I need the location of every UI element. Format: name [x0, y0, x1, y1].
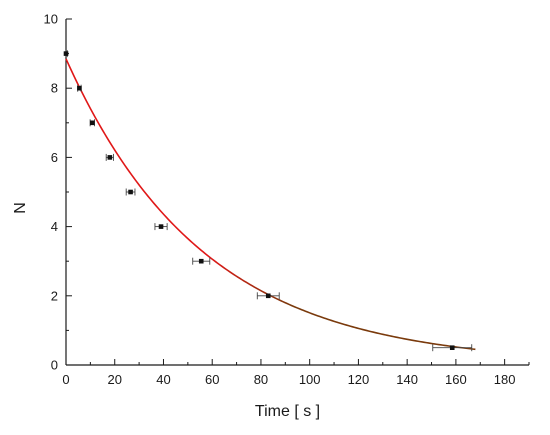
- data-point: [256, 292, 280, 300]
- data-point: [154, 223, 168, 231]
- point-marker: [198, 258, 204, 264]
- y-tick-label: 8: [51, 81, 58, 96]
- point-marker: [107, 155, 113, 160]
- x-axis-title: Time [ s ]: [255, 403, 320, 420]
- x-tick-label: 60: [205, 372, 219, 387]
- point-marker: [449, 345, 455, 350]
- x-tick-label: 120: [348, 372, 370, 387]
- data-point: [432, 344, 473, 352]
- x-tick-label: 160: [445, 372, 467, 387]
- x-tick-label: 180: [494, 372, 516, 387]
- data-point: [77, 84, 82, 92]
- data-point: [89, 119, 95, 127]
- y-tick-label: 4: [51, 219, 58, 234]
- y-tick-label: 6: [51, 150, 58, 165]
- y-tick-label: 10: [44, 12, 58, 27]
- point-marker: [265, 293, 271, 299]
- data-point: [63, 50, 69, 58]
- x-tick-label: 80: [254, 372, 268, 387]
- y-axis-title: N: [12, 202, 29, 214]
- point-marker: [158, 224, 164, 229]
- point-marker: [90, 120, 95, 126]
- x-tick-label: 40: [156, 372, 170, 387]
- x-tick-label: 140: [396, 372, 418, 387]
- data-point: [192, 257, 211, 265]
- x-tick-label: 0: [62, 372, 69, 387]
- data-points: [63, 50, 473, 352]
- point-marker: [63, 51, 69, 56]
- data-point: [105, 153, 114, 161]
- y-tick-label: 2: [51, 288, 58, 303]
- axes: 0 20 40 60 80 100 120 140 160 180 0 2 4 6 8 10: [44, 12, 530, 387]
- x-tick-label: 20: [108, 372, 122, 387]
- point-marker: [77, 85, 82, 91]
- data-point: [125, 188, 136, 196]
- point-marker: [128, 189, 133, 195]
- x-tick-label: 100: [299, 372, 321, 387]
- y-tick-label: 0: [51, 358, 58, 373]
